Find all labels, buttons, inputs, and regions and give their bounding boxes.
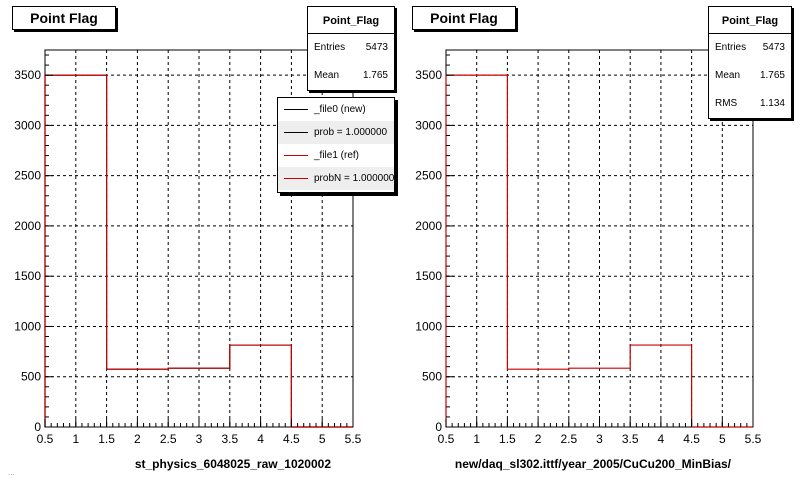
y-tick-label: 0 xyxy=(34,420,41,434)
x-tick-label: 4.5 xyxy=(683,432,700,446)
legend-entry: _file1 (ref) xyxy=(278,144,394,167)
left-stats-title: Point_Flag xyxy=(308,7,394,34)
x-tick-label: 0.5 xyxy=(438,432,455,446)
left-histogram: 0.5 1 1.5 2 2.5 3 3.5 4 4.5 5 5.5 0 500 1000 1500 2000 2… xyxy=(14,49,362,471)
x-tick-label: 5.5 xyxy=(345,432,362,446)
y-tick-label: 500 xyxy=(21,370,41,384)
right-stats-label: Entries xyxy=(715,42,747,53)
x-tick-label: 1.5 xyxy=(499,432,516,446)
x-tick-label: 3.5 xyxy=(221,432,238,446)
legend-entry: probN = 1.000000 xyxy=(278,167,394,190)
legend-box: _file0 (new) prob = 1.000000 _file1 (ref… xyxy=(277,97,395,193)
legend-line-swatch xyxy=(284,109,308,110)
left-stats-label: Mean xyxy=(314,70,340,81)
y-tick-label: 3000 xyxy=(415,118,442,132)
y-tick-label: 2500 xyxy=(415,169,442,183)
y-tick-label: 3500 xyxy=(14,68,41,82)
x-tick-label: 2.5 xyxy=(160,432,177,446)
legend-label: _file1 (ref) xyxy=(314,150,360,161)
y-tick-label: 1000 xyxy=(14,319,41,333)
footer-text: ... xyxy=(8,468,15,477)
legend-label: prob = 1.000000 xyxy=(314,127,388,138)
x-tick-label: 0.5 xyxy=(37,432,54,446)
x-tick-label: 3 xyxy=(196,432,203,446)
right-stats-value: 1.765 xyxy=(759,70,785,81)
y-tick-label: 2500 xyxy=(14,169,41,183)
x-tick-label: 1.5 xyxy=(98,432,115,446)
left-stats-value: 5473 xyxy=(365,42,388,53)
x-tick-label: 4 xyxy=(658,432,665,446)
right-chart-panel: 0.5 1 1.5 2 2.5 3 3.5 4 4.5 5 5.5 0 500 1000 1500 2000 2… xyxy=(400,0,800,480)
left-stats-row: Entries 5473 xyxy=(308,34,394,62)
left-stats-label: Entries xyxy=(314,42,346,53)
right-stats-row: RMS 1.134 xyxy=(709,90,791,118)
x-tick-label: 2 xyxy=(134,432,141,446)
right-stats-title: Point_Flag xyxy=(709,7,791,34)
y-tick-label: 1500 xyxy=(415,269,442,283)
x-tick-label: 3 xyxy=(596,432,603,446)
left-stats-box: Point_Flag Entries 5473 Mean 1.765 xyxy=(307,6,395,91)
y-tick-label: 3000 xyxy=(14,118,41,132)
right-histogram: 0.5 1 1.5 2 2.5 3 3.5 4 4.5 5 5.5 0 500 1000 1500 2000 2… xyxy=(415,49,762,471)
y-tick-label: 2000 xyxy=(415,219,442,233)
left-stats-value: 1.765 xyxy=(362,70,388,81)
legend-entry: prob = 1.000000 xyxy=(278,121,394,144)
legend-line-swatch xyxy=(284,132,308,133)
x-tick-label: 5.5 xyxy=(745,432,762,446)
y-tick-label: 3500 xyxy=(415,68,442,82)
x-tick-label: 1 xyxy=(72,432,79,446)
right-stats-label: RMS xyxy=(715,98,738,109)
x-axis-label: new/daq_sl302.ittf/year_2005/CuCu200_Min… xyxy=(455,457,732,471)
y-tick-label: 2000 xyxy=(14,219,41,233)
right-stats-label: Mean xyxy=(715,70,741,81)
x-tick-label: 5 xyxy=(719,432,726,446)
x-tick-label: 5 xyxy=(319,432,326,446)
right-stats-row: Mean 1.765 xyxy=(709,62,791,90)
right-stats-row: Entries 5473 xyxy=(709,34,791,62)
left-stats-row: Mean 1.765 xyxy=(308,62,394,90)
x-tick-label: 4 xyxy=(257,432,264,446)
x-tick-label: 4.5 xyxy=(283,432,300,446)
y-tick-label: 1000 xyxy=(415,319,442,333)
legend-line-swatch xyxy=(284,155,308,156)
legend-line-swatch xyxy=(284,178,308,179)
right-chart-title: Point Flag xyxy=(412,6,516,30)
histogram-series-line xyxy=(44,74,353,428)
right-stats-value: 1.134 xyxy=(759,98,785,109)
y-tick-label: 500 xyxy=(422,370,442,384)
x-tick-label: 1 xyxy=(473,432,480,446)
legend-entry: _file0 (new) xyxy=(278,98,394,121)
histogram-series-line xyxy=(445,74,753,428)
x-tick-label: 2.5 xyxy=(560,432,577,446)
left-chart-title: Point Flag xyxy=(12,6,116,30)
x-tick-label: 3.5 xyxy=(622,432,639,446)
right-stats-box: Point_Flag Entries 5473 Mean 1.765 RMS 1… xyxy=(708,6,792,119)
y-tick-label: 0 xyxy=(435,420,442,434)
legend-label: probN = 1.000000 xyxy=(314,173,395,184)
x-axis-label: st_physics_6048025_raw_1020002 xyxy=(135,457,331,471)
right-stats-value: 5473 xyxy=(762,42,785,53)
y-tick-label: 1500 xyxy=(14,269,41,283)
x-tick-label: 2 xyxy=(535,432,542,446)
left-chart-panel: 0.5 1 1.5 2 2.5 3 3.5 4 4.5 5 5.5 0 500 1000 1500 2000 2… xyxy=(12,6,395,471)
legend-label: _file0 (new) xyxy=(314,104,366,115)
